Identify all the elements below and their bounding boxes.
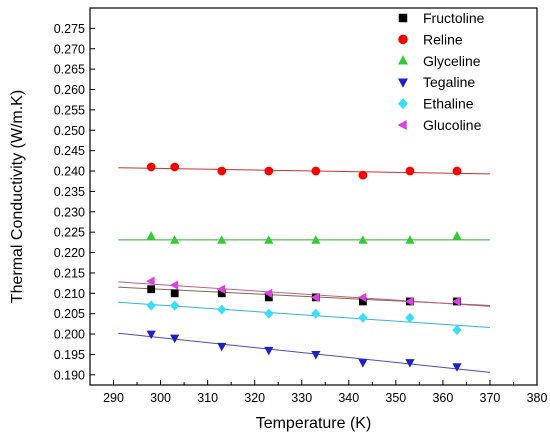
fit-lines xyxy=(118,167,490,373)
data-point-ethaline xyxy=(264,308,274,319)
data-point-ethaline xyxy=(217,304,227,315)
y-tick-label: 0.210 xyxy=(54,287,85,301)
legend-label-tegaline: Tegaline xyxy=(423,74,475,90)
legend-marker-tegaline xyxy=(398,78,408,88)
data-point-tegaline xyxy=(405,359,415,368)
data-point-glyceline xyxy=(405,235,415,244)
x-tick-label: 340 xyxy=(338,391,359,405)
legend-marker-ethaline xyxy=(398,98,408,110)
legend-marker-reline xyxy=(398,34,408,45)
y-tick-label: 0.255 xyxy=(54,103,85,117)
data-point-tegaline xyxy=(217,342,227,352)
x-tick-label: 300 xyxy=(150,391,171,405)
x-tick-label: 360 xyxy=(432,391,453,405)
x-tick-label: 370 xyxy=(480,391,501,405)
data-point-glucoline xyxy=(263,288,273,298)
legend-label-reline: Reline xyxy=(423,31,463,47)
y-tick-label: 0.235 xyxy=(54,185,85,199)
data-point-fructoline xyxy=(170,289,179,298)
legend-marker-glucoline xyxy=(397,120,407,130)
data-point-reline xyxy=(170,162,180,172)
data-point-reline xyxy=(358,170,368,180)
y-axis-title: Thermal Conductivity (W/m.K) xyxy=(9,90,26,303)
data-point-ethaline xyxy=(358,312,368,323)
legend-label-glucoline: Glucoline xyxy=(423,117,482,133)
data-point-reline xyxy=(405,166,415,176)
y-tick-label: 0.265 xyxy=(54,63,85,77)
data-point-fructoline xyxy=(264,293,273,302)
data-point-glyceline xyxy=(358,235,368,244)
fit-line-reline xyxy=(118,167,490,175)
data-point-glucoline xyxy=(216,284,226,294)
y-tick-label: 0.250 xyxy=(54,124,85,138)
data-point-tegaline xyxy=(264,346,274,356)
data-point-glucoline xyxy=(146,276,155,286)
data-point-reline xyxy=(217,166,227,176)
x-tick-label: 330 xyxy=(291,391,312,405)
legend-label-fructoline: Fructoline xyxy=(423,10,485,26)
legend-marker-glyceline xyxy=(398,55,408,65)
x-tick-label: 350 xyxy=(385,391,406,405)
data-point-reline xyxy=(264,166,274,176)
fit-line-ethaline xyxy=(118,301,490,329)
y-tick-label: 0.220 xyxy=(54,246,85,260)
data-point-glucoline xyxy=(169,280,179,290)
data-point-fructoline xyxy=(358,297,367,306)
y-tick-label: 0.200 xyxy=(54,328,85,342)
y-tick-label: 0.240 xyxy=(54,165,85,179)
data-point-glyceline xyxy=(452,231,462,240)
y-tick-label: 0.270 xyxy=(54,42,85,56)
y-tick-label: 0.205 xyxy=(54,307,85,321)
x-tick-label: 310 xyxy=(197,391,218,405)
data-point-fructoline xyxy=(217,289,226,298)
plot-border xyxy=(89,7,538,386)
data-point-glucoline xyxy=(404,296,414,307)
data-point-ethaline xyxy=(311,308,321,319)
x-axis-title: Temperature (K) xyxy=(256,415,372,432)
y-tick-label: 0.260 xyxy=(54,83,85,97)
data-point-tegaline xyxy=(358,359,368,368)
data-point-reline xyxy=(146,162,156,172)
y-tick-label: 0.275 xyxy=(54,22,85,36)
data-point-tegaline xyxy=(170,334,180,344)
data-point-glyceline xyxy=(264,235,274,244)
y-tick-label: 0.190 xyxy=(54,368,85,382)
y-tick-label: 0.215 xyxy=(54,266,85,280)
legend: Fructoline Reline Glyceline Tegaline Ethalin… xyxy=(397,10,485,133)
data-point-glucoline xyxy=(310,292,320,302)
fit-line-tegaline xyxy=(118,332,490,373)
data-point-glyceline xyxy=(146,231,156,240)
data-points xyxy=(146,162,462,372)
data-point-ethaline xyxy=(405,312,415,323)
data-point-fructoline xyxy=(147,285,156,294)
data-point-glyceline xyxy=(311,235,321,244)
data-point-reline xyxy=(452,166,462,176)
data-point-glucoline xyxy=(357,292,367,302)
y-tick-label: 0.195 xyxy=(54,348,85,362)
legend-label-glyceline: Glyceline xyxy=(423,53,481,69)
data-point-ethaline xyxy=(170,300,180,311)
legend-label-ethaline: Ethaline xyxy=(423,96,474,112)
data-point-tegaline xyxy=(146,330,156,340)
x-tick-label: 380 xyxy=(527,391,548,405)
plot-area xyxy=(89,7,538,386)
y-tick-label: 0.245 xyxy=(54,144,85,158)
data-point-glyceline xyxy=(217,235,227,244)
data-point-tegaline xyxy=(311,350,321,360)
x-tick-label: 290 xyxy=(103,391,124,405)
y-tick-label: 0.230 xyxy=(54,205,85,219)
data-point-glucoline xyxy=(451,296,461,307)
legend-marker-fructoline xyxy=(398,13,408,23)
data-point-ethaline xyxy=(452,324,462,336)
data-point-tegaline xyxy=(452,363,462,372)
x-tick-label: 320 xyxy=(244,391,265,405)
data-point-reline xyxy=(311,166,321,176)
axis-ticks: 290 300 310 320 330 340 350 360 370 380 0.190 0.195… xyxy=(54,22,548,405)
data-point-glyceline xyxy=(170,235,180,244)
fit-line-glucoline xyxy=(118,281,490,307)
y-tick-label: 0.225 xyxy=(54,226,85,240)
data-point-ethaline xyxy=(146,300,156,311)
